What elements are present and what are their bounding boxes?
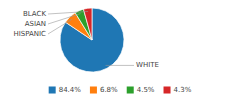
legend-swatch (90, 87, 97, 94)
leader-line (106, 65, 134, 66)
legend-label: 4.5% (137, 86, 155, 94)
labels: BLACK ASIAN HISPANIC WHITE (13, 10, 158, 69)
category-label: BLACK (23, 10, 46, 18)
leader-line (48, 19, 72, 34)
legend-swatch (164, 87, 171, 94)
leader-line (48, 11, 88, 14)
pie-slice (60, 8, 124, 72)
category-label: WHITE (136, 61, 159, 69)
pie (60, 8, 124, 72)
legend-item: 4.5% (127, 86, 155, 94)
legend-label: 84.4% (59, 86, 82, 94)
legend-item: 84.4% (49, 86, 82, 94)
leader-line (48, 14, 80, 24)
legend-swatch (49, 87, 56, 94)
legend-swatch (127, 87, 134, 94)
legend-label: 4.3% (174, 86, 192, 94)
category-label: HISPANIC (13, 30, 46, 38)
category-label: ASIAN (25, 20, 46, 28)
legend: 84.4% 6.8% 4.5% 4.3% (49, 86, 192, 94)
legend-item: 4.3% (164, 86, 192, 94)
legend-item: 6.8% (90, 86, 118, 94)
pie-slice (83, 8, 92, 40)
chart: BLACK ASIAN HISPANIC WHITE 84.4% 6.8% 4.5% 4.3% (0, 0, 240, 100)
legend-label: 6.8% (100, 86, 118, 94)
